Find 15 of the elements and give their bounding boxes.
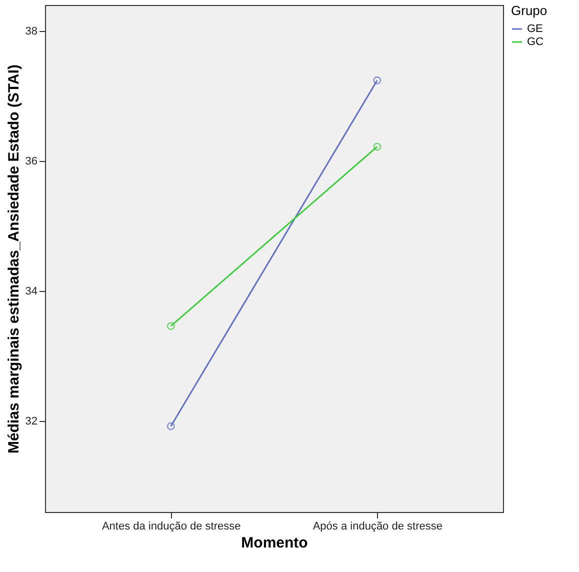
x-tick-label: Após a indução de stresse <box>312 520 442 532</box>
x-tick-label: Antes da indução de stresse <box>102 520 241 532</box>
legend-label: GC <box>527 36 544 48</box>
y-tick-label: 38 <box>25 26 38 38</box>
point <box>373 142 382 151</box>
y-tick-label: 34 <box>25 286 38 298</box>
y-axis-title: Médias marginais estimadas_Ansiedade Estado (STAI) <box>5 64 22 454</box>
legend-label: GE <box>527 23 543 35</box>
point <box>166 322 175 330</box>
y-tick-label: 36 <box>25 156 38 168</box>
x-axis-title: Momento <box>241 534 308 552</box>
point <box>373 76 382 84</box>
legend-title: Grupo <box>511 3 548 18</box>
y-tick-label: 32 <box>25 416 38 428</box>
point <box>166 422 175 430</box>
